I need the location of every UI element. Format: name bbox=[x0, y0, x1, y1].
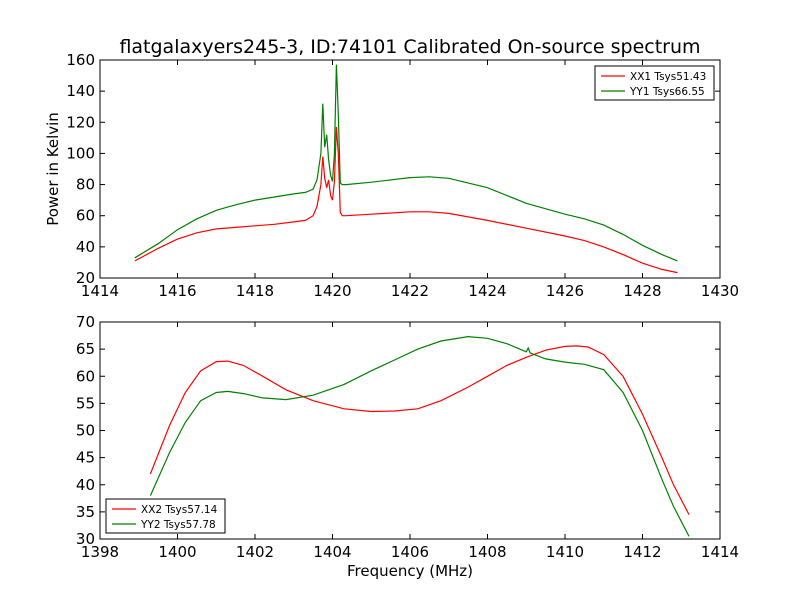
top-legend: XX1 Tsys51.43 YY1 Tsys66.55 bbox=[594, 65, 715, 101]
x-tick-label: 1400 bbox=[158, 543, 196, 561]
y-tick-label: 30 bbox=[76, 530, 95, 548]
x-tick-label: 1426 bbox=[546, 282, 584, 300]
y-tick-label: 60 bbox=[76, 367, 95, 385]
top-y-axis-label: Power in Kelvin bbox=[44, 112, 62, 226]
x-tick-label: 1430 bbox=[701, 282, 739, 300]
series-line-1 bbox=[134, 126, 678, 274]
x-tick-label: 1406 bbox=[391, 543, 429, 561]
y-tick-label: 40 bbox=[76, 476, 95, 494]
x-tick-label: 1416 bbox=[158, 282, 196, 300]
x-axis-label: Frequency (MHz) bbox=[347, 562, 473, 580]
y-tick-label: 60 bbox=[76, 207, 95, 225]
series-line-2 bbox=[134, 64, 678, 262]
x-tick-label: 1418 bbox=[236, 282, 274, 300]
legend-entry: YY2 Tsys57.78 bbox=[140, 519, 216, 531]
y-tick-label: 50 bbox=[76, 422, 95, 440]
bottom-legend: XX2 Tsys57.14 YY2 Tsys57.78 bbox=[105, 498, 226, 534]
x-tick-label: 1414 bbox=[81, 282, 119, 300]
y-tick-label: 160 bbox=[66, 51, 95, 69]
x-tick-label: 1412 bbox=[623, 543, 661, 561]
y-tick-label: 45 bbox=[76, 449, 95, 467]
legend-box bbox=[594, 65, 715, 101]
series-line-2 bbox=[149, 335, 690, 537]
legend-entry: XX1 Tsys51.43 bbox=[630, 71, 706, 83]
x-tick-label: 1420 bbox=[313, 282, 351, 300]
legend-entry: YY1 Tsys66.55 bbox=[629, 86, 705, 98]
x-tick-label: 1408 bbox=[468, 543, 506, 561]
y-tick-label: 35 bbox=[76, 503, 95, 521]
x-tick-label: 1402 bbox=[236, 543, 274, 561]
y-tick-label: 120 bbox=[66, 113, 95, 131]
x-tick-label: 1428 bbox=[623, 282, 661, 300]
x-tick-label: 1410 bbox=[546, 543, 584, 561]
y-tick-label: 80 bbox=[76, 176, 95, 194]
x-tick-label: 1398 bbox=[81, 543, 119, 561]
y-tick-label: 40 bbox=[76, 238, 95, 256]
y-tick-label: 100 bbox=[66, 144, 95, 162]
x-tick-label: 1422 bbox=[391, 282, 429, 300]
series-line-1 bbox=[149, 345, 690, 515]
y-tick-label: 65 bbox=[76, 340, 95, 358]
y-tick-label: 20 bbox=[76, 269, 95, 287]
y-tick-label: 55 bbox=[76, 394, 95, 412]
legend-box bbox=[105, 498, 226, 534]
x-tick-label: 1424 bbox=[468, 282, 506, 300]
top-plot: Power in Kelvin 1414 1416 1418 1420 1422 1424… bbox=[44, 51, 739, 300]
bottom-plot: Frequency (MHz) 1398 1400 1402 1404 1406 1408… bbox=[76, 313, 739, 580]
y-tick-label: 70 bbox=[76, 313, 95, 331]
x-tick-label: 1414 bbox=[701, 543, 739, 561]
y-tick-label: 140 bbox=[66, 82, 95, 100]
legend-entry: XX2 Tsys57.14 bbox=[141, 504, 218, 516]
x-tick-label: 1404 bbox=[313, 543, 351, 561]
chart-title: flatgalaxyers245-3, ID:74101 Calibrated … bbox=[119, 36, 700, 58]
